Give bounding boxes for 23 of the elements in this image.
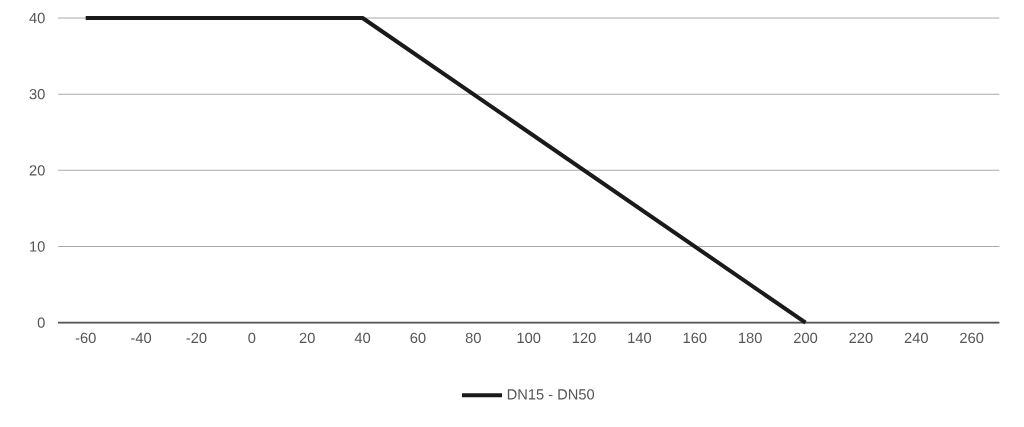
x-tick-label: -40: [131, 332, 152, 344]
y-tick-label: 0: [37, 317, 45, 329]
x-tick-label: 0: [248, 332, 256, 344]
x-tick-label: 200: [794, 332, 818, 344]
x-tick-label: 20: [299, 332, 315, 344]
x-tick-label: -60: [75, 332, 96, 344]
x-tick-label: -20: [186, 332, 207, 344]
x-tick-label: 60: [410, 332, 426, 344]
x-tick-label: 80: [465, 332, 481, 344]
x-tick-label: 180: [739, 332, 762, 344]
x-tick-label: 40: [354, 332, 371, 344]
x-tick-label: 260: [960, 332, 984, 344]
x-tick-label: 220: [849, 332, 873, 344]
x-tick-label: 160: [683, 332, 707, 344]
legend-label: DN15 - DN50: [507, 389, 595, 400]
x-tick-label: 140: [628, 332, 652, 344]
x-tick-label: 240: [904, 332, 928, 344]
x-tick-label: 100: [517, 332, 541, 344]
x-tick-label: 120: [572, 332, 596, 344]
y-tick-label: 20: [29, 165, 45, 176]
y-tick-label: 10: [30, 241, 45, 252]
y-tick-label: 40: [29, 12, 45, 24]
y-tick-label: 30: [29, 89, 45, 100]
